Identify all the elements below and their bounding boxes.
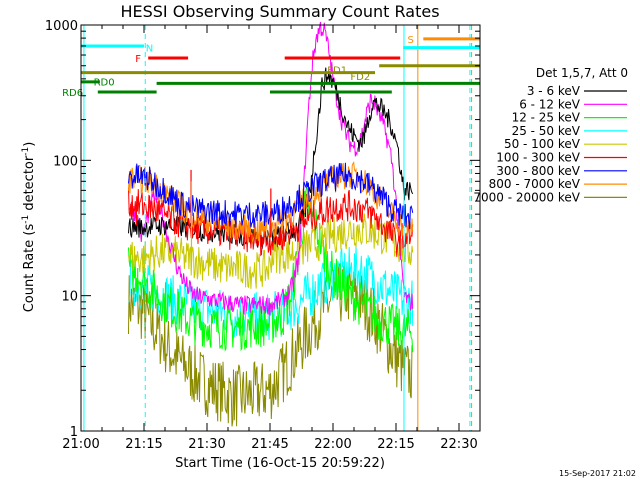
- y-tick-label-2: 100: [53, 154, 78, 169]
- series-line-3: [128, 245, 414, 341]
- y-axis-label: Count Rate (s-1 detector-1): [21, 142, 37, 313]
- plot-frame: [80, 24, 481, 432]
- flag-label-7: RD0: [94, 78, 115, 89]
- flag-label-1: S: [408, 35, 414, 46]
- series-line-8: [128, 262, 413, 427]
- chart-title: HESSI Observing Summary Count Rates: [120, 2, 439, 21]
- flag-label-0: N: [146, 44, 153, 55]
- x-tick-label-5: 22:15: [377, 437, 414, 452]
- x-axis-label: Start Time (16-Oct-15 20:59:22): [175, 456, 385, 471]
- y-tick-label-0: 1: [70, 425, 78, 440]
- flag-label-5: FD1: [327, 65, 347, 76]
- series-line-1: [128, 21, 414, 316]
- legend-label-6: 300 - 800 keV: [496, 164, 580, 178]
- x-tick-label-4: 22:00: [314, 437, 351, 452]
- x-tick-label-1: 21:15: [125, 437, 162, 452]
- series-line-5: [128, 187, 414, 257]
- legend-label-1: 6 - 12 keV: [519, 97, 581, 111]
- legend-label-0: 3 - 6 keV: [527, 84, 581, 98]
- legend-label-4: 50 - 100 keV: [504, 137, 581, 151]
- y-tick-label-3: 1000: [45, 19, 78, 34]
- flag-label-9: RD6: [62, 88, 83, 99]
- footer-date: 15-Sep-2017 21:02: [559, 469, 636, 478]
- x-tick-label-3: 21:45: [251, 437, 288, 452]
- y-tick-label-1: 10: [61, 290, 78, 305]
- x-ticks: 21:00 21:15 21:30 21:45 22:00 22:15 22:30: [62, 25, 478, 452]
- legend-label-5: 100 - 300 keV: [496, 151, 580, 165]
- flag-label-6: FD2: [350, 72, 370, 83]
- legend-label-3: 25 - 50 keV: [512, 124, 581, 138]
- legend-title: Det 1,5,7, Att 0: [536, 66, 628, 80]
- x-tick-label-0: 21:00: [62, 437, 99, 452]
- legend-label-8: 7000 - 20000 keV: [473, 190, 580, 204]
- y-ticks: 1 10 100 1000: [45, 19, 480, 440]
- legend-label-7: 800 - 7000 keV: [489, 177, 581, 191]
- x-tick-label-6: 22:30: [440, 437, 477, 452]
- flag-label-3: F: [135, 54, 141, 65]
- x-tick-label-2: 21:30: [188, 437, 225, 452]
- legend-label-2: 12 - 25 keV: [512, 111, 581, 125]
